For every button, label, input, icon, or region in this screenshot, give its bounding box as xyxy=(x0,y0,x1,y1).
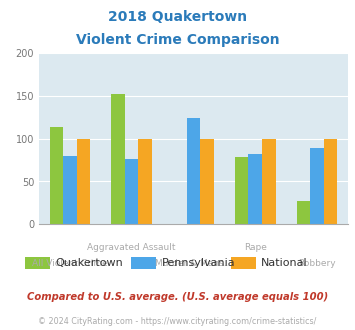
Text: Pennsylvania: Pennsylvania xyxy=(162,258,235,268)
Text: Violent Crime Comparison: Violent Crime Comparison xyxy=(76,33,279,47)
Text: Aggravated Assault: Aggravated Assault xyxy=(87,243,176,251)
Text: Quakertown: Quakertown xyxy=(55,258,123,268)
Text: All Violent Crime: All Violent Crime xyxy=(32,259,108,268)
Text: © 2024 CityRating.com - https://www.cityrating.com/crime-statistics/: © 2024 CityRating.com - https://www.city… xyxy=(38,317,317,326)
Bar xyxy=(77,139,90,224)
Bar xyxy=(310,148,324,224)
Bar xyxy=(235,157,248,224)
Bar xyxy=(138,139,152,224)
Text: Murder & Mans...: Murder & Mans... xyxy=(155,259,232,268)
Bar xyxy=(324,139,337,224)
Text: Robbery: Robbery xyxy=(298,259,336,268)
Text: National: National xyxy=(261,258,307,268)
Bar xyxy=(111,94,125,224)
Bar xyxy=(187,118,200,224)
Bar xyxy=(248,154,262,224)
Bar xyxy=(297,201,310,224)
Text: 2018 Quakertown: 2018 Quakertown xyxy=(108,10,247,24)
Bar xyxy=(200,139,214,224)
Text: Rape: Rape xyxy=(244,243,267,251)
Bar xyxy=(262,139,275,224)
Bar xyxy=(50,127,63,224)
Bar xyxy=(125,159,138,224)
Bar xyxy=(63,156,77,224)
Text: Compared to U.S. average. (U.S. average equals 100): Compared to U.S. average. (U.S. average … xyxy=(27,292,328,302)
